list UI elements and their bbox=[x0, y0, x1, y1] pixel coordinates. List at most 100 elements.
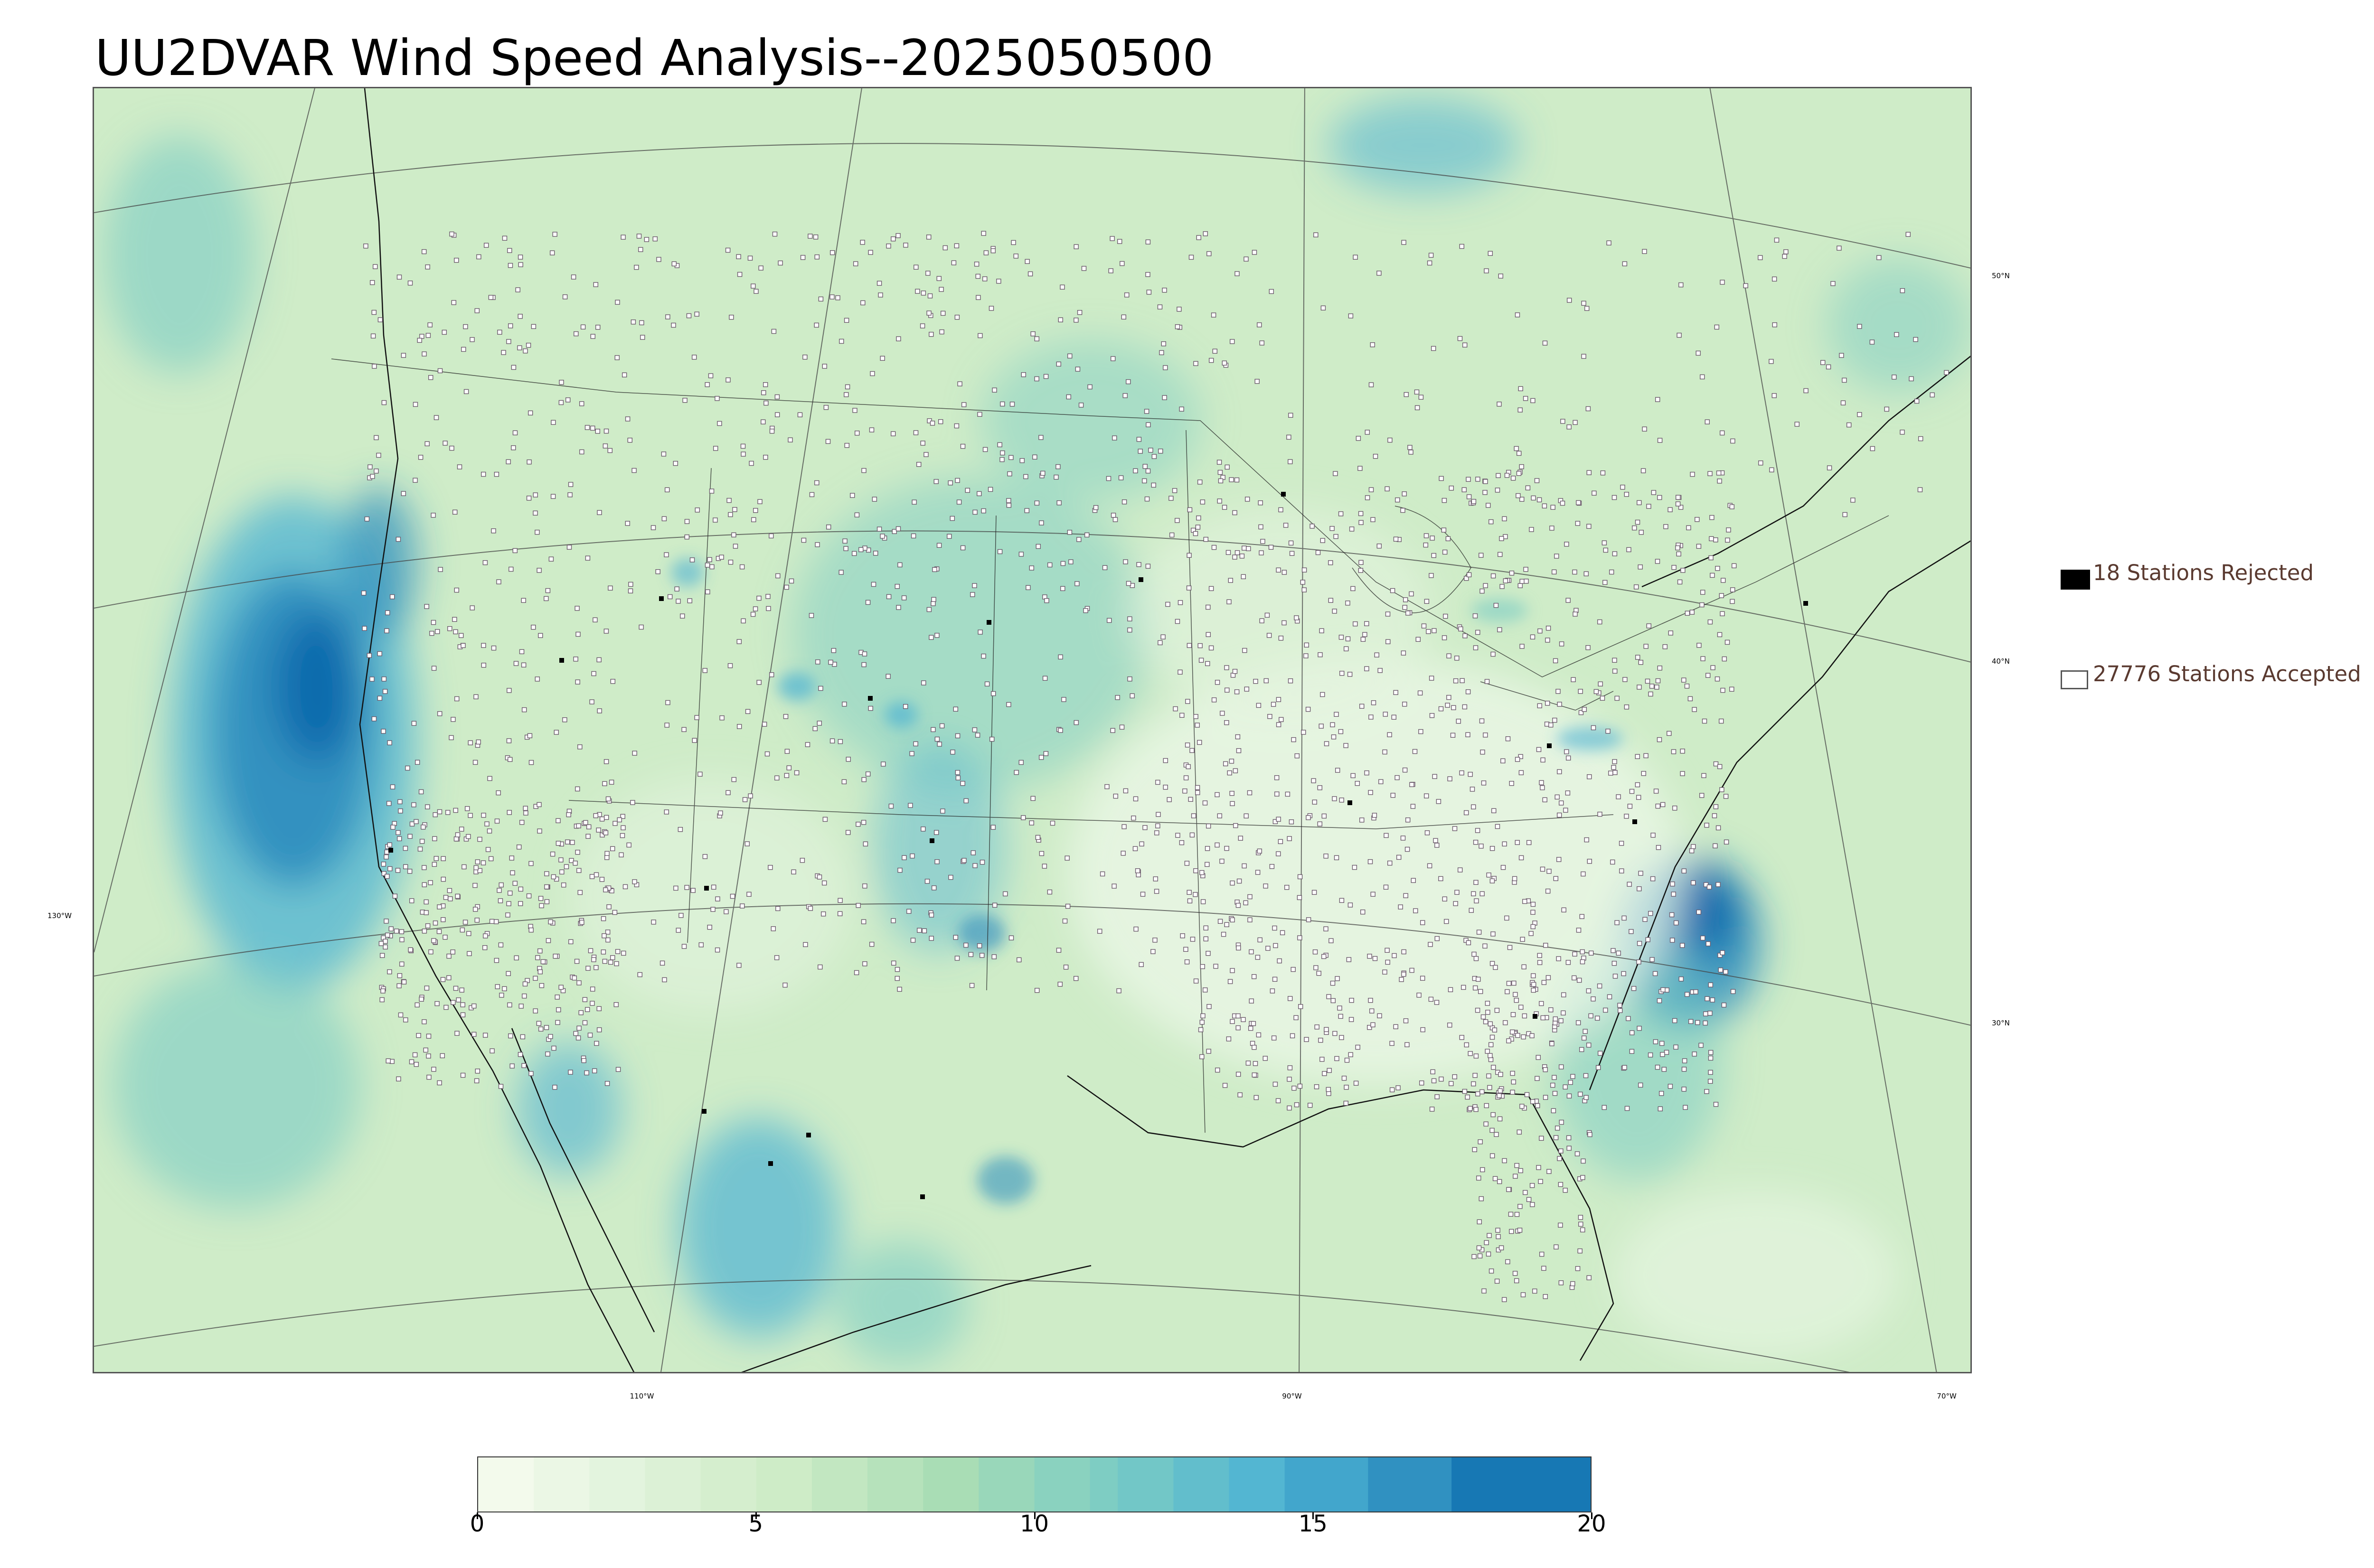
accepted-station-marker bbox=[1517, 1204, 1523, 1209]
accepted-station-marker bbox=[506, 459, 511, 464]
station-markers[interactable] bbox=[361, 231, 1949, 1302]
accepted-station-marker bbox=[585, 966, 591, 971]
accepted-station-marker bbox=[1326, 1087, 1331, 1092]
accepted-station-marker bbox=[1252, 1072, 1257, 1078]
accepted-station-marker bbox=[818, 685, 823, 691]
accepted-station-marker bbox=[1466, 940, 1471, 946]
accepted-station-marker bbox=[508, 1033, 513, 1039]
accepted-station-marker bbox=[728, 560, 734, 565]
accepted-station-marker bbox=[1186, 585, 1192, 591]
accepted-station-marker bbox=[1294, 615, 1299, 620]
accepted-station-marker bbox=[1520, 1292, 1526, 1297]
accepted-station-marker bbox=[1206, 251, 1212, 256]
accepted-station-marker bbox=[1690, 471, 1695, 477]
accepted-station-marker bbox=[1600, 695, 1605, 701]
accepted-station-marker bbox=[1063, 964, 1069, 970]
accepted-station-marker bbox=[1667, 507, 1673, 512]
accepted-station-marker bbox=[446, 953, 452, 959]
accepted-station-marker bbox=[689, 557, 695, 563]
accepted-station-marker bbox=[1026, 585, 1031, 591]
page-title: UU2DVAR Wind Speed Analysis--2025050500 bbox=[95, 29, 1214, 87]
accepted-station-marker bbox=[1917, 487, 1923, 492]
accepted-station-marker bbox=[1723, 794, 1729, 799]
accepted-station-marker bbox=[1142, 478, 1147, 484]
accepted-station-marker bbox=[1146, 290, 1152, 295]
accepted-station-marker bbox=[1505, 736, 1511, 742]
accepted-station-marker bbox=[1403, 597, 1408, 602]
accepted-station-marker bbox=[750, 611, 756, 617]
accepted-station-marker bbox=[1427, 863, 1432, 869]
accepted-station-marker bbox=[1262, 1056, 1268, 1061]
accepted-station-marker bbox=[509, 1063, 515, 1069]
accepted-station-marker bbox=[1289, 819, 1294, 825]
accepted-station-marker bbox=[1452, 1074, 1458, 1080]
accepted-station-marker bbox=[1676, 551, 1681, 557]
accepted-station-marker bbox=[1523, 396, 1528, 401]
accepted-station-marker bbox=[1869, 339, 1875, 345]
accepted-station-marker bbox=[1720, 950, 1725, 956]
colorbar-tick-label: 5 bbox=[748, 1511, 763, 1537]
accepted-station-marker bbox=[1006, 498, 1011, 503]
accepted-station-marker bbox=[886, 594, 892, 600]
accepted-station-marker bbox=[1343, 1100, 1349, 1106]
accepted-station-marker bbox=[394, 929, 399, 934]
accepted-station-marker bbox=[1580, 1227, 1585, 1233]
accepted-station-marker bbox=[1429, 713, 1435, 718]
accepted-station-marker bbox=[1471, 951, 1477, 957]
accepted-station-marker bbox=[1438, 876, 1443, 882]
accepted-station-marker bbox=[1423, 533, 1429, 538]
accepted-station-marker bbox=[1471, 891, 1476, 896]
accepted-station-marker bbox=[1479, 891, 1485, 896]
accepted-station-marker bbox=[627, 438, 633, 443]
accepted-station-marker bbox=[1423, 542, 1429, 548]
accepted-station-marker bbox=[644, 237, 650, 242]
accepted-station-marker bbox=[620, 833, 625, 838]
accepted-station-marker bbox=[1377, 668, 1383, 673]
map-frame[interactable] bbox=[93, 87, 1972, 1373]
accepted-station-marker bbox=[1572, 975, 1577, 981]
accepted-station-marker bbox=[861, 662, 867, 667]
accepted-station-marker bbox=[546, 938, 551, 943]
accepted-station-marker bbox=[951, 260, 957, 265]
accepted-station-marker bbox=[1514, 1278, 1519, 1284]
accepted-station-marker bbox=[505, 912, 510, 918]
accepted-station-marker bbox=[512, 430, 518, 435]
accepted-station-marker bbox=[594, 965, 599, 970]
accepted-station-marker bbox=[1542, 503, 1547, 508]
wind-speed-map[interactable] bbox=[94, 88, 1972, 1373]
accepted-station-marker bbox=[1315, 550, 1321, 555]
accepted-station-marker bbox=[1558, 800, 1564, 806]
accepted-station-marker bbox=[711, 884, 716, 890]
accepted-station-marker bbox=[390, 594, 395, 600]
accepted-station-marker bbox=[433, 856, 439, 861]
accepted-station-marker bbox=[539, 983, 545, 988]
accepted-station-marker bbox=[1112, 883, 1117, 889]
accepted-station-marker bbox=[965, 488, 970, 493]
accepted-station-marker bbox=[579, 449, 584, 455]
accepted-station-marker bbox=[1696, 643, 1702, 648]
accepted-station-marker bbox=[1519, 579, 1525, 584]
accepted-station-marker bbox=[579, 401, 584, 406]
accepted-station-marker bbox=[1671, 749, 1677, 754]
accepted-station-marker bbox=[1183, 775, 1189, 780]
accepted-station-marker bbox=[1382, 749, 1387, 755]
longitude-label-90w: 90°W bbox=[1282, 1392, 1302, 1400]
accepted-station-marker bbox=[597, 510, 602, 515]
accepted-station-marker bbox=[422, 882, 427, 887]
accepted-station-marker bbox=[1730, 989, 1736, 994]
accepted-station-marker bbox=[432, 836, 437, 841]
accepted-station-marker bbox=[1039, 520, 1044, 526]
rejected-station-marker bbox=[806, 1133, 811, 1137]
accepted-station-marker bbox=[610, 679, 616, 684]
accepted-station-marker bbox=[396, 830, 401, 836]
accepted-station-marker bbox=[1123, 559, 1128, 564]
accepted-station-marker bbox=[415, 760, 420, 765]
accepted-station-marker bbox=[1334, 855, 1339, 861]
accepted-station-marker bbox=[513, 661, 519, 666]
accepted-station-marker bbox=[1175, 324, 1180, 329]
accepted-station-marker bbox=[1127, 676, 1132, 682]
accepted-station-marker bbox=[1597, 1051, 1603, 1056]
accepted-station-marker bbox=[1514, 1211, 1520, 1217]
accepted-station-marker bbox=[1032, 454, 1037, 460]
accepted-station-marker bbox=[367, 464, 373, 469]
